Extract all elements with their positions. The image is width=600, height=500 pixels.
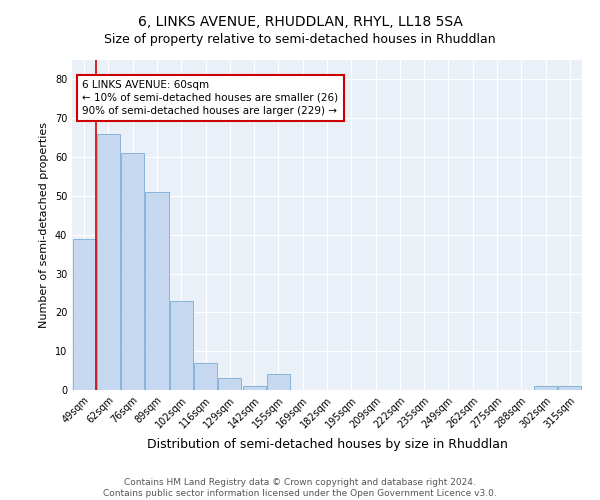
Y-axis label: Number of semi-detached properties: Number of semi-detached properties	[39, 122, 49, 328]
Text: 6 LINKS AVENUE: 60sqm
← 10% of semi-detached houses are smaller (26)
90% of semi: 6 LINKS AVENUE: 60sqm ← 10% of semi-deta…	[82, 80, 338, 116]
Bar	[170, 300, 193, 390]
Bar	[73, 238, 95, 390]
Bar	[121, 153, 144, 390]
Text: Size of property relative to semi-detached houses in Rhuddlan: Size of property relative to semi-detach…	[104, 32, 496, 46]
Text: 6, LINKS AVENUE, RHUDDLAN, RHYL, LL18 5SA: 6, LINKS AVENUE, RHUDDLAN, RHYL, LL18 5S…	[137, 15, 463, 29]
Bar	[97, 134, 120, 390]
Bar	[218, 378, 241, 390]
Bar	[559, 386, 581, 390]
X-axis label: Distribution of semi-detached houses by size in Rhuddlan: Distribution of semi-detached houses by …	[146, 438, 508, 451]
Bar	[242, 386, 266, 390]
Text: Contains HM Land Registry data © Crown copyright and database right 2024.
Contai: Contains HM Land Registry data © Crown c…	[103, 478, 497, 498]
Bar	[194, 363, 217, 390]
Bar	[534, 386, 557, 390]
Bar	[145, 192, 169, 390]
Bar	[267, 374, 290, 390]
